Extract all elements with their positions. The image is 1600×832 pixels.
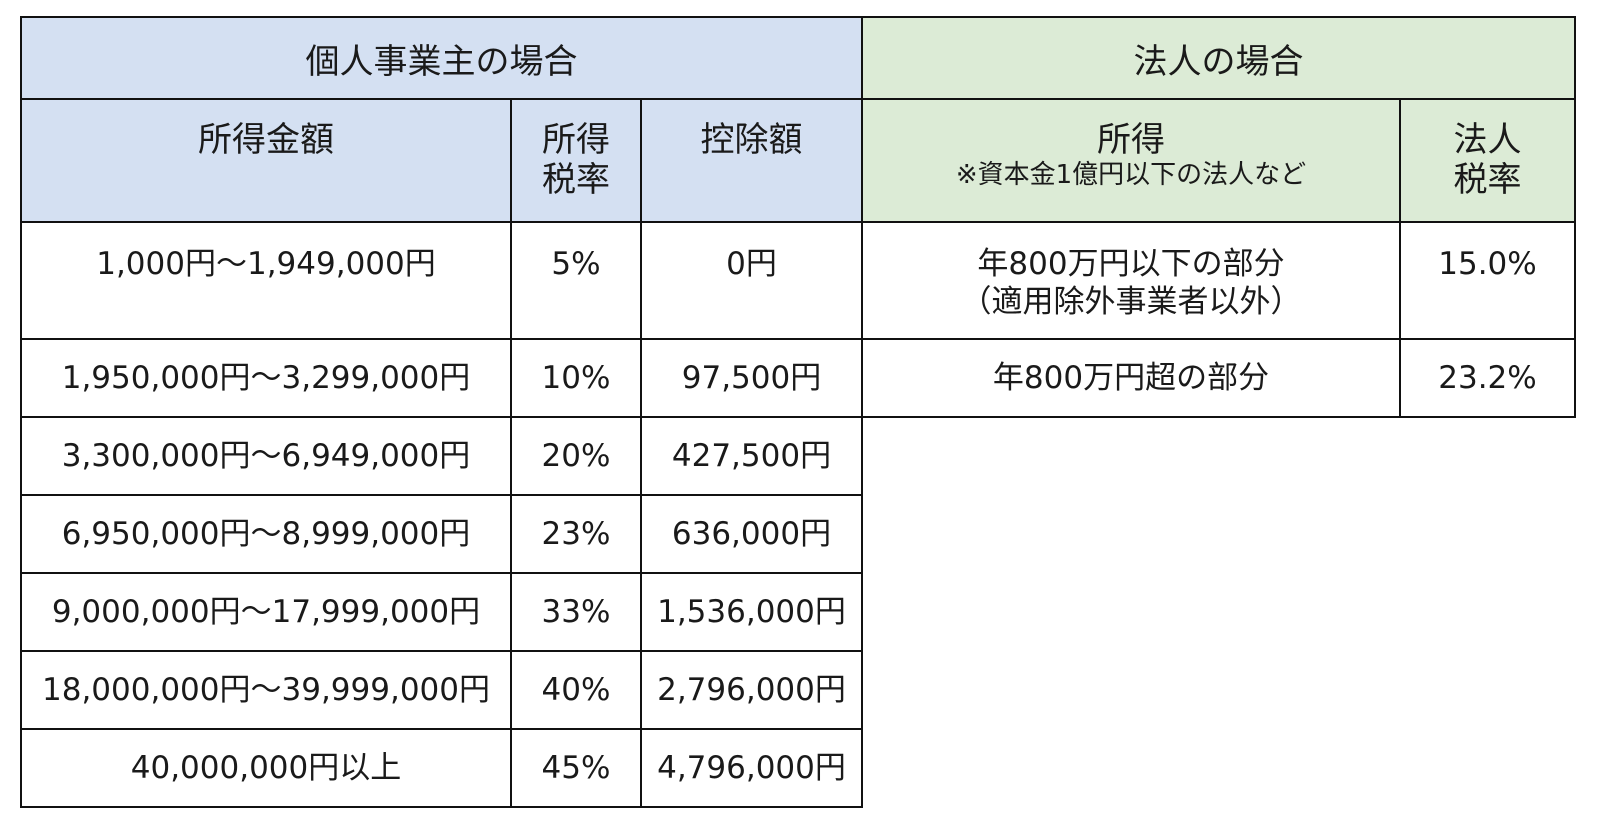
table-row-income: 18,000,000円〜39,999,000円 xyxy=(20,650,512,730)
table-row-rate: 45% xyxy=(510,728,642,808)
table-row-deduction: 1,536,000円 xyxy=(640,572,863,652)
individual-title: 個人事業主の場合 xyxy=(20,16,863,100)
table-row-deduction: 97,500円 xyxy=(640,338,863,418)
table-row-income: 1,950,000円〜3,299,000円 xyxy=(20,338,512,418)
table-row-income: 6,950,000円〜8,999,000円 xyxy=(20,494,512,574)
table-row-corporate-income: 年800万円以下の部分 （適用除外事業者以外） xyxy=(861,221,1401,340)
table-row-rate: 10% xyxy=(510,338,642,418)
table-row-income: 40,000,000円以上 xyxy=(20,728,512,808)
header-deduction: 控除額 xyxy=(640,98,863,223)
table-row-corporate-rate: 15.0% xyxy=(1399,221,1576,340)
header-corporate-income: 所得 ※資本金1億円以下の法人など xyxy=(861,98,1401,223)
header-corporate-income-note: ※資本金1億円以下の法人など xyxy=(955,160,1307,190)
table-row-income: 1,000円〜1,949,000円 xyxy=(20,221,512,340)
table-row-income: 3,300,000円〜6,949,000円 xyxy=(20,416,512,496)
table-row-deduction: 427,500円 xyxy=(640,416,863,496)
table-row-rate: 20% xyxy=(510,416,642,496)
corporate-title: 法人の場合 xyxy=(861,16,1576,100)
table-row-deduction: 2,796,000円 xyxy=(640,650,863,730)
header-corporate-tax-rate: 法人 税率 xyxy=(1399,98,1576,223)
table-row-deduction: 0円 xyxy=(640,221,863,340)
table-row-rate: 23% xyxy=(510,494,642,574)
header-income-amount: 所得金額 xyxy=(20,98,512,223)
table-row-rate: 33% xyxy=(510,572,642,652)
table-row-deduction: 636,000円 xyxy=(640,494,863,574)
table-row-income: 9,000,000円〜17,999,000円 xyxy=(20,572,512,652)
table-row-corporate-rate: 23.2% xyxy=(1399,338,1576,418)
header-income-tax-rate: 所得 税率 xyxy=(510,98,642,223)
table-row-deduction: 4,796,000円 xyxy=(640,728,863,808)
table-row-corporate-income: 年800万円超の部分 xyxy=(861,338,1401,418)
corporate-title-text: 法人の場合 xyxy=(1133,41,1304,82)
individual-title-text: 個人事業主の場合 xyxy=(305,41,578,82)
table-row-rate: 5% xyxy=(510,221,642,340)
table-row-rate: 40% xyxy=(510,650,642,730)
